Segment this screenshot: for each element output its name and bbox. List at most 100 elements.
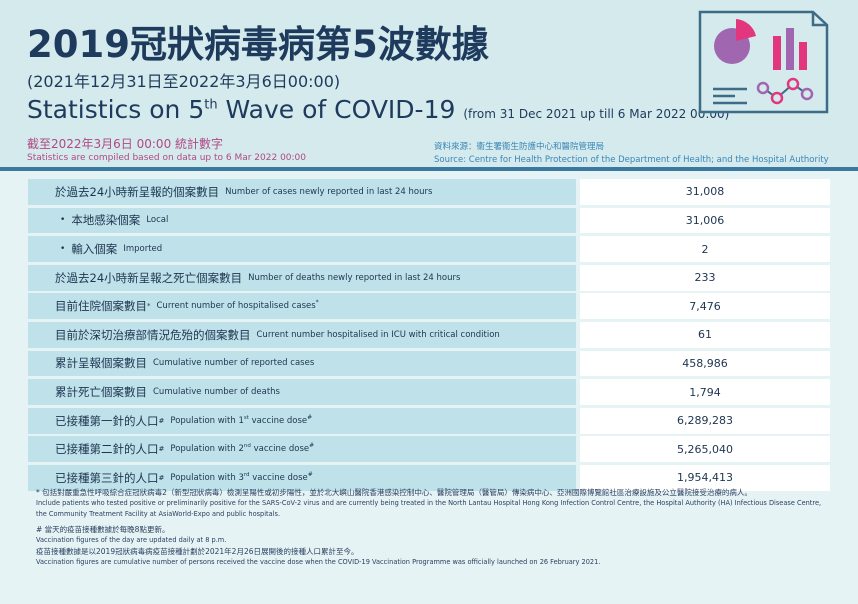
row-label-en-sup: # xyxy=(309,442,315,450)
row-value: 5,265,040 xyxy=(580,436,830,463)
row-label-zh: 累計死亡個案數目 xyxy=(55,385,147,400)
source-zh: 資料來源：衞生署衞生防護中心和醫院管理局 xyxy=(434,142,605,152)
row-label-en: Number of cases newly reported in last 2… xyxy=(225,187,432,197)
row-label-zh: 於過去24小時新呈報的個案數目 xyxy=(55,184,220,199)
row-value: 233 xyxy=(580,264,830,291)
table-row: 目前住院個案數目 * Current number of hospitalised … xyxy=(28,293,830,320)
row-label-en-tail: vaccine dose xyxy=(250,444,310,455)
row-label: 已接種第一針的人口 # Population with 1st vaccine do… xyxy=(28,407,576,434)
table-row: 於過去24小時新呈報之死亡個案數目 Number of deaths newly … xyxy=(28,264,830,291)
table-row: 已接種第一針的人口 # Population with 1st vaccine do… xyxy=(28,407,830,434)
table-row: 累計呈報個案數目 Cumulative number of reported ca… xyxy=(28,350,830,377)
row-label-en: Current number hospitalised in ICU with … xyxy=(257,330,500,340)
row-label-zh: 本地感染個案 xyxy=(71,213,141,228)
header-divider xyxy=(0,167,858,171)
row-value: 31,006 xyxy=(580,207,830,234)
table-row: 累計死亡個案數目 Cumulative number of deaths 1,794 xyxy=(28,379,830,405)
title-en-prefix: Statistics on 5 xyxy=(27,95,205,124)
row-value: 458,986 xyxy=(580,350,830,377)
row-value: 31,008 xyxy=(580,179,830,205)
row-label-en-text: Number of cases newly reported in last 2… xyxy=(225,186,433,197)
row-label: 已接種第二針的人口 # Population with 2nd vaccine do… xyxy=(28,436,576,463)
row-value: 1,794 xyxy=(580,379,830,405)
row-label-en-tail: vaccine dose xyxy=(249,472,308,483)
row-label-zh: 累計呈報個案數目 xyxy=(55,356,147,371)
as-of-en: Statistics are compiled based on data up… xyxy=(27,153,306,163)
footnote-cumulative-en: Vaccination figures are cumulative numbe… xyxy=(36,558,601,566)
title-en-sup: th xyxy=(204,97,218,113)
table-row: • 輸入個案 Imported 2 xyxy=(28,236,830,262)
title-en-suffix: Wave of COVID-19 xyxy=(217,95,456,124)
footnote-star-zh: * 包括對嚴重急性呼吸綜合症冠狀病毒2（新型冠狀病毒）檢測呈陽性或初步陽性，並於… xyxy=(36,488,752,497)
row-label: 於過去24小時新呈報的個案數目 Number of cases newly rep… xyxy=(28,179,576,205)
row-label-en-text: Cumulative number of reported cases xyxy=(153,358,315,369)
row-label-en-text: Cumulative number of deaths xyxy=(153,387,280,398)
title-en-range: (from 31 Dec 2021 up till 6 Mar 2022 00:… xyxy=(463,107,730,121)
table-row: 目前於深切治療部情況危殆的個案數目 Current number hospital… xyxy=(28,321,830,348)
row-label: 已接種第三針的人口 # Population with 3rd vaccine do… xyxy=(28,464,576,491)
footnote-hash: # 當天的疫苗接種數據於每晚8點更新。 Vaccination figures … xyxy=(36,524,826,568)
footnotes: * 包括對嚴重急性呼吸綜合症冠狀病毒2（新型冠狀病毒）檢測呈陽性或初步陽性，並於… xyxy=(36,487,826,572)
row-label-en-text: Population with 1 xyxy=(170,415,244,426)
row-label-en-text: Local xyxy=(146,215,169,226)
row-value: 61 xyxy=(580,321,830,348)
row-label-en-text: Current number hospitalised in ICU with … xyxy=(256,329,500,340)
row-label-en: Cumulative number of deaths xyxy=(153,387,280,397)
row-label-en: Number of deaths newly reported in last … xyxy=(248,273,460,283)
statistics-report-icon xyxy=(698,10,829,114)
footnote-hash-en: Vaccination figures of the day are updat… xyxy=(36,536,227,544)
row-label-en: Imported xyxy=(123,244,162,254)
row-value: 6,289,283 xyxy=(580,407,830,434)
row-label: 於過去24小時新呈報之死亡個案數目 Number of deaths newly … xyxy=(28,264,576,291)
date-range-zh: (2021年12月31日至2022年3月6日00:00) xyxy=(27,72,341,91)
row-label-en-text: Population with 2 xyxy=(170,444,244,455)
row-label-zh: 目前住院個案數目 xyxy=(55,299,147,314)
header: 2019冠狀病毒病第5波數據 (2021年12月31日至2022年3月6日00:… xyxy=(0,0,858,168)
row-label-en-sup: * xyxy=(315,299,319,307)
footnote-cumulative-zh: 疫苗接種數據是以2019冠狀病毒病疫苗接種計劃於2021年2月26日展開後的接種… xyxy=(36,547,359,556)
row-label: 目前住院個案數目 * Current number of hospitalised … xyxy=(28,293,576,320)
page-title-en: Statistics on 5th Wave of COVID-19 (from… xyxy=(27,95,729,124)
footnote-star-en: Include patients who tested positive or … xyxy=(36,499,822,518)
row-label-en-sup: # xyxy=(307,413,313,421)
footnote-hash-zh: # 當天的疫苗接種數據於每晚8點更新。 xyxy=(36,525,170,534)
table-row: • 本地感染個案 Local 31,006 xyxy=(28,207,830,234)
row-label-en-sup: # xyxy=(307,471,313,478)
page-title-zh: 2019冠狀病毒病第5波數據 xyxy=(27,23,489,66)
row-label: 目前於深切治療部情況危殆的個案數目 Current number hospital… xyxy=(28,321,576,348)
row-value: 2 xyxy=(580,236,830,262)
row-label-en-text: Number of deaths newly reported in last … xyxy=(248,272,461,283)
row-label-en: Current number of hospitalised cases* xyxy=(156,299,319,312)
row-label: 累計死亡個案數目 Cumulative number of deaths xyxy=(28,379,576,405)
row-value: 7,476 xyxy=(580,293,830,320)
row-label-en: Population with 3rd vaccine dose# xyxy=(170,471,313,483)
row-label: • 本地感染個案 Local xyxy=(28,207,576,234)
row-label: 累計呈報個案數目 Cumulative number of reported ca… xyxy=(28,350,576,377)
row-label-en-ordinal: nd xyxy=(243,443,251,450)
table-row: 於過去24小時新呈報的個案數目 Number of cases newly rep… xyxy=(28,179,830,205)
row-label: • 輸入個案 Imported xyxy=(28,236,576,262)
row-label-en-text: Population with 3 xyxy=(170,472,244,483)
row-label-zh: 已接種第二針的人口 xyxy=(55,442,159,457)
source-en: Source: Centre for Health Protection of … xyxy=(434,155,829,165)
row-label-zh: 目前於深切治療部情況危殆的個案數目 xyxy=(55,327,251,342)
row-label-en: Population with 1st vaccine dose# xyxy=(170,413,313,426)
row-label-zh: 輸入個案 xyxy=(71,242,118,257)
bullet-icon: • xyxy=(60,215,66,226)
row-label-en-ordinal: st xyxy=(243,414,249,421)
bullet-icon: • xyxy=(60,244,66,255)
footnote-star: * 包括對嚴重急性呼吸綜合症冠狀病毒2（新型冠狀病毒）檢測呈陽性或初步陽性，並於… xyxy=(36,487,826,520)
row-label-zh: 已接種第一針的人口 xyxy=(55,413,159,428)
table-row: 已接種第二針的人口 # Population with 2nd vaccine do… xyxy=(28,436,830,463)
row-label-en: Population with 2nd vaccine dose# xyxy=(170,442,315,455)
row-label-en: Local xyxy=(146,215,168,225)
statistics-table: 於過去24小時新呈報的個案數目 Number of cases newly rep… xyxy=(28,179,830,494)
row-label-en-text: Current number of hospitalised cases xyxy=(156,301,316,312)
row-label-zh: 已接種第三針的人口 xyxy=(55,470,159,485)
row-label-en: Cumulative number of reported cases xyxy=(153,358,314,368)
as-of-zh: 截至2022年3月6日 00:00 統計數字 xyxy=(27,137,224,151)
row-label-en-tail: vaccine dose xyxy=(248,415,308,426)
table-row: 已接種第三針的人口 # Population with 3rd vaccine do… xyxy=(28,464,830,491)
row-label-en-ordinal: rd xyxy=(243,472,250,478)
row-label-zh: 於過去24小時新呈報之死亡個案數目 xyxy=(55,270,243,285)
